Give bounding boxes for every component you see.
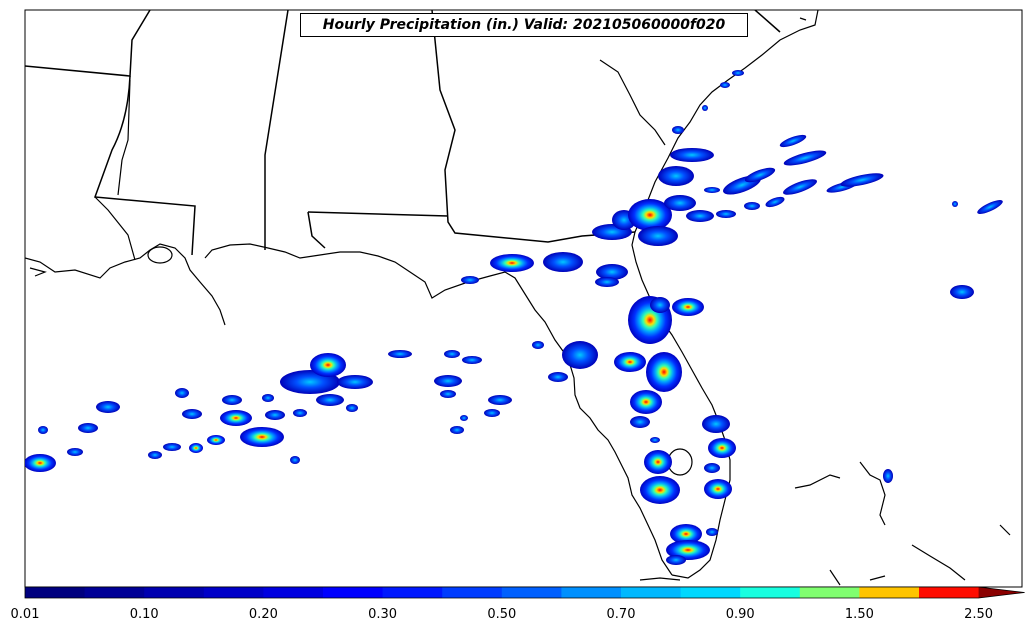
colorbar-bin xyxy=(203,587,264,598)
colorbar-tick-label: 0.10 xyxy=(129,607,159,622)
colorbar-tick-label: 0.50 xyxy=(487,607,517,622)
state-borders xyxy=(25,10,781,256)
colorbar-extend-arrow xyxy=(978,587,1025,598)
colorbar-bin xyxy=(382,587,443,598)
map-frame xyxy=(24,9,1023,588)
colorbar-tick-label: 0.20 xyxy=(248,607,278,622)
colorbar-tick-label: 0.70 xyxy=(606,607,636,622)
colorbar-bin xyxy=(25,587,86,598)
coastline xyxy=(25,10,1011,586)
colorbar-bin xyxy=(263,587,324,598)
colorbar xyxy=(24,586,1025,599)
colorbar-bin xyxy=(859,587,920,598)
colorbar-tick-label: 0.01 xyxy=(10,607,40,622)
colorbar-bin xyxy=(323,587,384,598)
colorbar-bin xyxy=(680,587,741,598)
colorbar-tick-label: 0.30 xyxy=(368,607,398,622)
map-title: Hourly Precipitation (in.) Valid: 202105… xyxy=(300,13,748,37)
colorbar-bin xyxy=(561,587,622,598)
colorbar-bin xyxy=(501,587,562,598)
colorbar-bin xyxy=(740,587,801,598)
colorbar-bin xyxy=(144,587,205,598)
colorbar-tick-label: 1.50 xyxy=(844,607,874,622)
colorbar-bin xyxy=(799,587,860,598)
colorbar-bin xyxy=(84,587,145,598)
precipitation-cells xyxy=(25,70,1003,565)
colorbar-tick-label: 2.50 xyxy=(964,607,994,622)
colorbar-bin xyxy=(442,587,503,598)
colorbar-tick-label: 0.90 xyxy=(725,607,755,622)
colorbar-bin xyxy=(919,587,980,598)
colorbar-bin xyxy=(621,587,682,598)
